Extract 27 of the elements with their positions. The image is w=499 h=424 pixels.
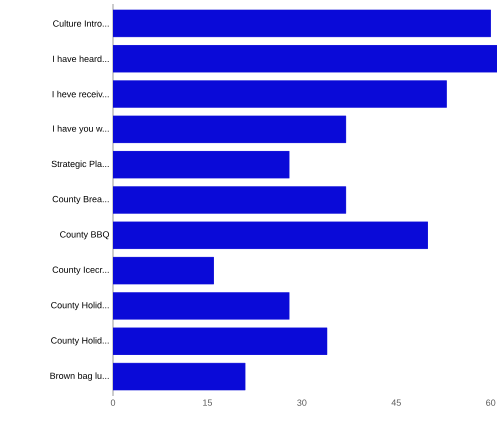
bar <box>113 45 497 72</box>
bar <box>113 362 246 390</box>
x-tick-label: 60 <box>486 400 496 406</box>
y-tick-label: County Holid... <box>51 302 109 310</box>
bar <box>113 186 346 214</box>
y-tick-label: Brown bag lu... <box>50 372 109 381</box>
bar <box>113 150 290 178</box>
bar <box>113 116 346 144</box>
y-tick-label: County Icecr... <box>52 266 109 275</box>
y-tick-label: County Holid... <box>51 337 109 346</box>
x-tick-label: 0 <box>110 400 116 406</box>
y-tick-label: Culture Intro... <box>53 20 109 27</box>
y-tick-label: I have heard... <box>52 55 109 62</box>
y-tick-label: I heve receiv... <box>52 90 109 98</box>
x-tick-label: 45 <box>391 400 401 406</box>
y-tick-label: Strategic Pla... <box>52 160 109 169</box>
x-tick-label: 30 <box>297 400 306 406</box>
bar <box>113 328 328 355</box>
bar <box>113 292 290 320</box>
bar <box>113 10 491 38</box>
bar <box>113 80 447 108</box>
x-tick-label: 15 <box>203 400 212 406</box>
bar <box>113 256 214 284</box>
bar <box>113 222 428 250</box>
y-tick-label: County BBQ <box>60 231 110 240</box>
y-tick-label: I have you w... <box>52 125 109 134</box>
y-tick-label: County Brea... <box>52 196 109 204</box>
